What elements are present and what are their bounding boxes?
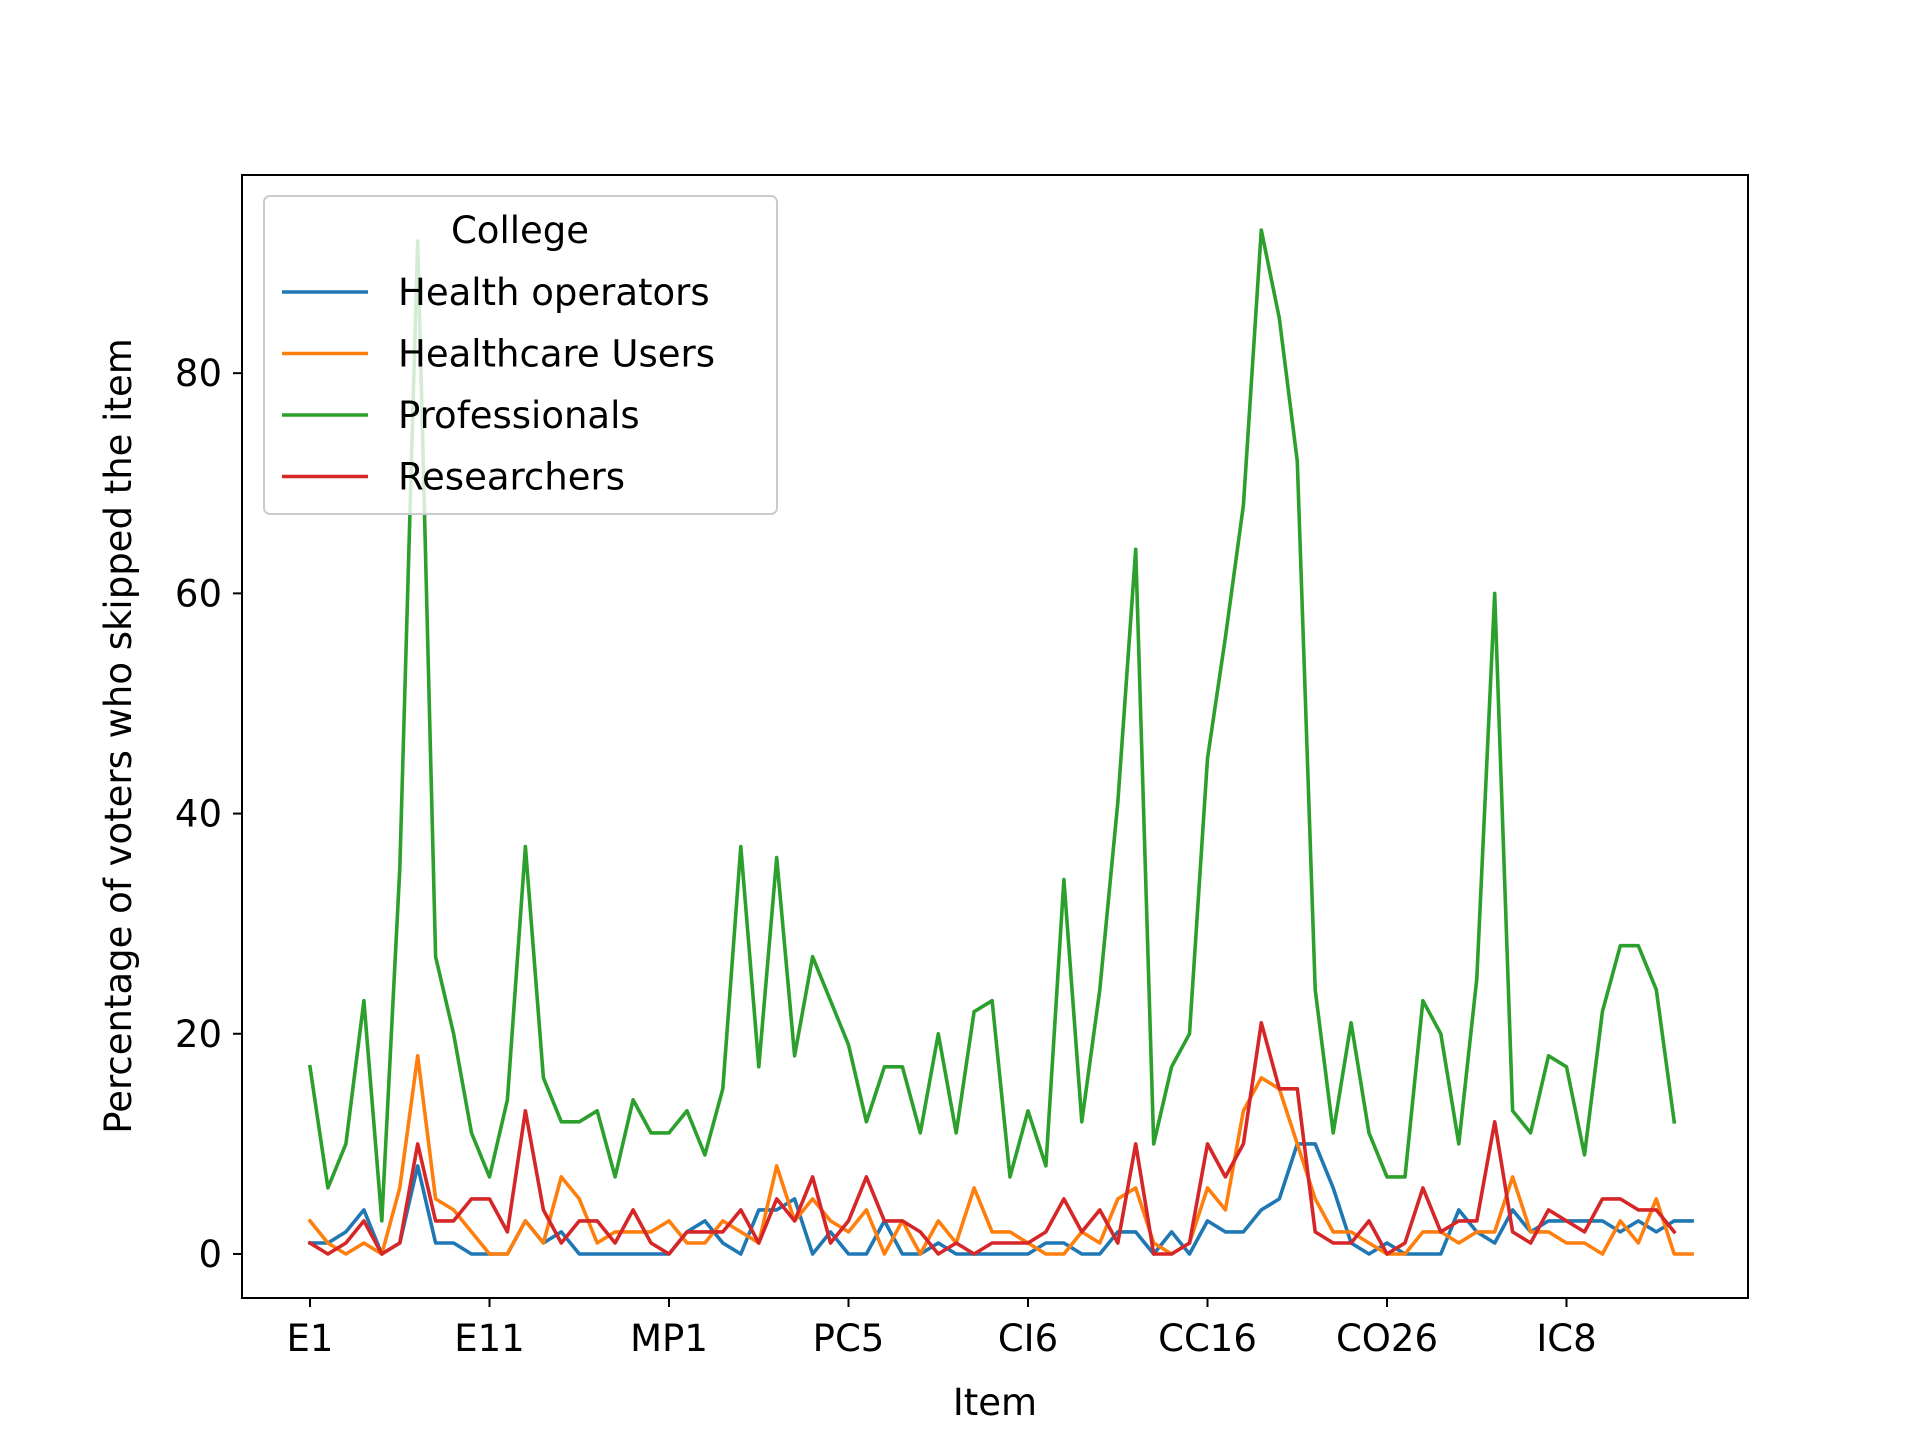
legend-label-3: Professionals <box>398 394 640 437</box>
legend-label-4: Researchers <box>398 456 625 499</box>
x-tick-label: E11 <box>454 1317 524 1360</box>
x-tick-label: CO26 <box>1336 1317 1438 1360</box>
x-tick-label: PC5 <box>813 1317 885 1360</box>
y-tick-label: 80 <box>175 352 222 395</box>
series-layer <box>307 228 1694 1256</box>
x-tick-label: CI6 <box>998 1317 1058 1360</box>
x-axis: E1 E11 MP1 PC5 CI6 CC16 CO26 IC8 <box>287 1298 1597 1360</box>
y-axis: 0 20 40 60 80 <box>175 352 242 1276</box>
x-tick-label: IC8 <box>1536 1317 1596 1360</box>
legend-title: College <box>451 209 589 252</box>
plot-frame <box>241 174 1749 1299</box>
series-line-4 <box>307 1020 1677 1256</box>
y-tick-label: 20 <box>175 1013 222 1056</box>
y-tick-label: 60 <box>175 572 222 615</box>
legend-label-1: Health operators <box>398 271 710 314</box>
y-tick-label: 40 <box>175 793 222 836</box>
x-axis-label: Item <box>953 1381 1037 1424</box>
x-tick-label: CC16 <box>1158 1317 1257 1360</box>
x-tick-label: E1 <box>287 1317 334 1360</box>
legend-box <box>263 195 778 515</box>
legend: College Health operators Healthcare Users… <box>263 195 778 515</box>
y-tick-label: 0 <box>198 1233 222 1276</box>
series-line-2 <box>307 1054 1694 1256</box>
series-line-3 <box>307 228 1677 1223</box>
legend-label-2: Healthcare Users <box>398 333 715 376</box>
y-axis-label: Percentage of voters who skipped the ite… <box>97 338 140 1134</box>
x-tick-label: MP1 <box>630 1317 708 1360</box>
